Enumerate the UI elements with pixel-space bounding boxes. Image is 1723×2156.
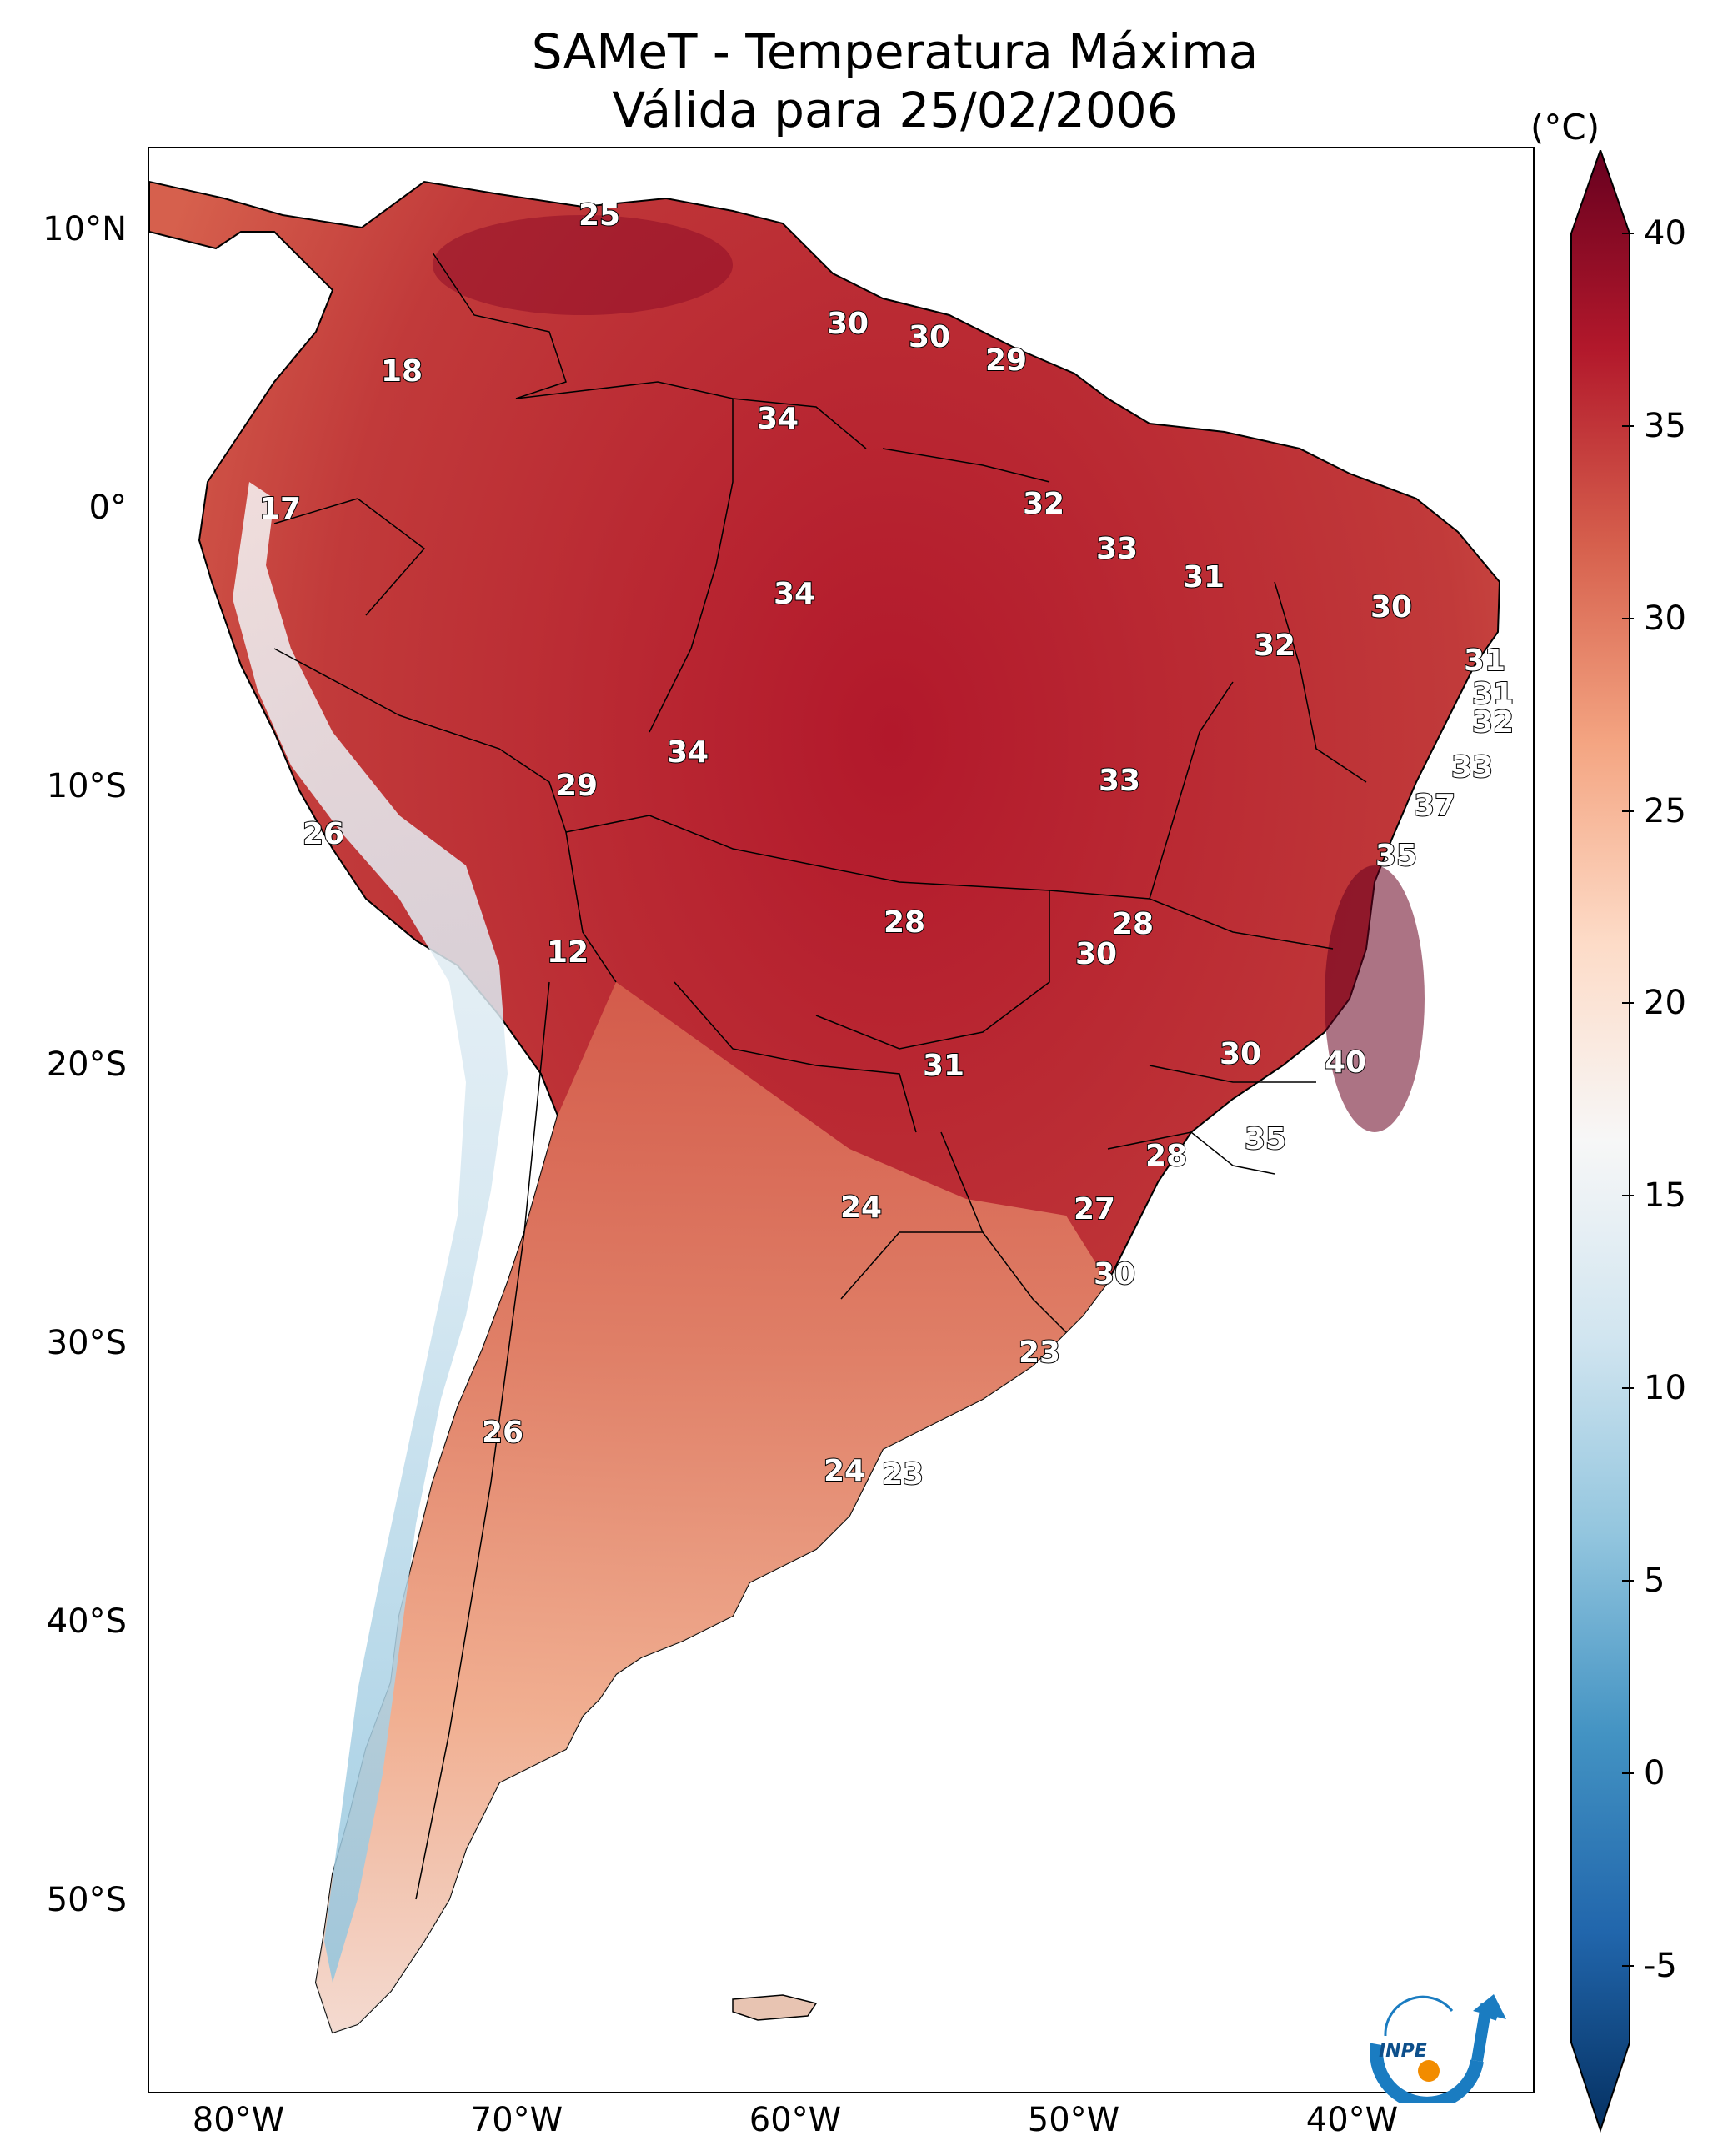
colorbar-tick-label: 30 [1644,599,1686,638]
lon-label-50W: 50°W [1027,2101,1120,2139]
lat-label-10N: 10°N [43,210,127,248]
contour-label: 26 [482,1416,523,1450]
contour-label: 17 [259,492,301,526]
southern-cone-region [316,982,1108,2033]
colorbar-tick-label: 35 [1644,406,1686,445]
colorbar-tick-mark [1622,1387,1634,1390]
colorbar-unit: (°C) [1530,107,1600,148]
lat-label-10S: 10°S [46,767,127,805]
inpe-logo: INPE [1370,1994,1506,2103]
contour-label: 33 [1096,532,1138,566]
falkland-islands [732,1994,818,2021]
lat-label-30S: 30°S [46,1324,127,1362]
colorbar-tick-label: 25 [1644,791,1686,830]
contour-label: 27 [1074,1192,1115,1226]
contour-label: 28 [884,905,925,940]
lon-label-70W: 70°W [470,2101,563,2139]
contour-label: 32 [1023,487,1064,521]
contour-label: 12 [547,935,589,970]
colorbar-tick-mark [1622,1964,1634,1967]
contour-label: 35 [1375,839,1417,873]
colorbar-tick-mark [1622,1002,1634,1005]
colorbar-tick-label: 0 [1644,1753,1665,1792]
colorbar-tick-label: 5 [1644,1561,1665,1600]
contour-labels: 25 30 30 29 18 34 17 32 33 34 31 30 32 3… [258,198,1515,1492]
contour-label: 24 [840,1191,882,1225]
contour-label: 30 [1370,590,1412,624]
contour-label: 24 [824,1454,865,1488]
south-america-map: 25 30 30 29 18 34 17 32 33 34 31 30 32 3… [149,180,1515,2034]
contour-label: 30 [1075,937,1117,971]
contour-label: 32 [1254,629,1295,663]
contour-label: 26 [303,817,344,851]
contour-label: 34 [774,577,815,611]
contour-label: 29 [985,343,1027,378]
contour-label: 30 [1220,1037,1261,1071]
contour-label: 28 [1112,907,1154,941]
country-borders [273,252,1367,1900]
contour-label: 34 [667,735,709,770]
contour-label: 31 [1183,560,1225,594]
contour-label: 28 [1145,1139,1187,1173]
lat-label-50S: 50°S [46,1881,127,1919]
lon-label-60W: 60°W [749,2101,842,2139]
map-title: SAMeT - Temperatura Máxima [531,23,1259,80]
contour-label: 18 [381,354,423,389]
contour-label: 34 [757,402,799,436]
lon-label-80W: 80°W [192,2101,285,2139]
colorbar-tick-label: 10 [1644,1369,1686,1408]
contour-label: 33 [1451,750,1493,785]
contour-label: 30 [827,307,869,341]
contour-label: 31 [1464,644,1505,678]
colorbar-tick-label: 15 [1644,1176,1686,1216]
colorbar-tick-label: 40 [1644,214,1686,253]
contour-label: 31 [923,1049,964,1083]
colorbar-tick-mark [1622,1195,1634,1197]
inpe-logo-text: INPE [1379,2041,1427,2062]
colorbar-tick-label: 20 [1644,984,1686,1023]
east-brazil-hotspot [1325,865,1425,1132]
lon-label-40W: 40°W [1305,2101,1399,2139]
colorbar-tick-mark [1622,424,1634,427]
colorbar [1570,150,1630,2133]
contour-label: 30 [1094,1257,1135,1291]
lat-label-20S: 20°S [46,1045,127,1084]
contour-label: 32 [1472,705,1514,740]
colorbar-tick-mark [1622,1579,1634,1582]
venezuela-hotspot [433,215,733,315]
contour-label: 25 [579,198,620,233]
contour-label: 35 [1245,1122,1286,1156]
map-frame: 25 30 30 29 18 34 17 32 33 34 31 30 32 3… [148,147,1535,2093]
andes-cold-strip [233,482,508,1983]
contour-label: 40 [1325,1045,1366,1080]
contour-label: 30 [909,320,950,354]
contour-label: 29 [556,769,598,803]
contour-label: 33 [1099,764,1140,798]
colorbar-tick-mark [1622,233,1634,234]
map-subtitle: Válida para 25/02/2006 [612,82,1178,138]
contour-label: 23 [882,1457,924,1492]
contour-label: 31 [1472,677,1514,711]
colorbar-tick-mark [1622,810,1634,812]
colorbar-tick-mark [1622,1772,1634,1774]
colorbar-tick-mark [1622,617,1634,619]
lat-label-0: 0° [88,489,127,527]
colorbar-gradient [1570,150,1630,2133]
lat-label-40S: 40°S [46,1602,127,1641]
contour-label: 37 [1414,789,1455,823]
contour-label: 23 [1019,1336,1060,1370]
colorbar-tick-label: -5 [1644,1946,1677,1985]
